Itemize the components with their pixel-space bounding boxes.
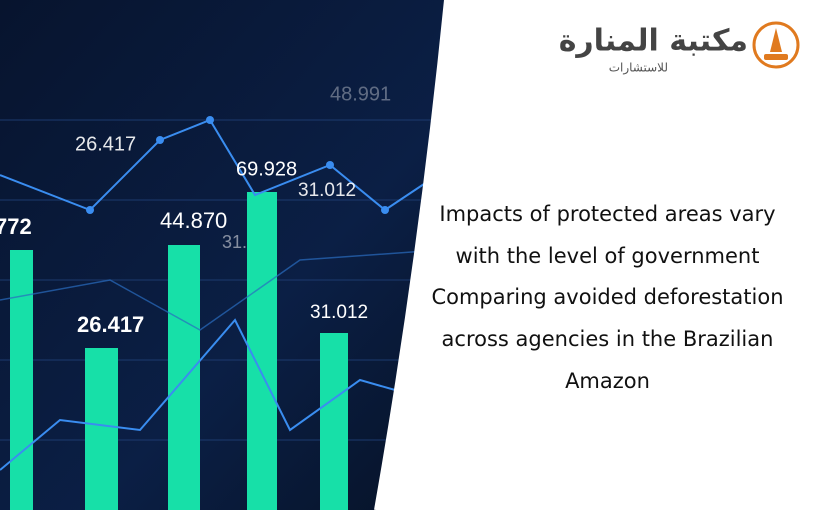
photo-label: 48.991 bbox=[330, 83, 391, 105]
photo-dots bbox=[86, 116, 389, 214]
logo-tagline: للاستشارات bbox=[609, 61, 668, 76]
photo-label: 44.870 bbox=[160, 208, 227, 233]
photo-label: 26.417 bbox=[75, 133, 136, 155]
photo-line bbox=[0, 318, 431, 471]
photo-line bbox=[0, 118, 431, 212]
photo-label: 69.928 bbox=[236, 158, 297, 180]
photo-label: 31.012 bbox=[298, 180, 356, 201]
heading-line: Comparing avoided deforestation bbox=[431, 285, 784, 310]
heading-line: across agencies in the Brazilian bbox=[441, 327, 774, 352]
logo-band bbox=[764, 54, 788, 60]
heading-line: Impacts of protected areas vary bbox=[439, 202, 776, 226]
photo-label: 26.417 bbox=[77, 312, 144, 337]
logo-name: مكتبة المنارة bbox=[559, 24, 748, 59]
panel-edge bbox=[374, 0, 448, 510]
photo-bars bbox=[10, 192, 348, 510]
photo-grid bbox=[0, 119, 446, 441]
photo-label: 31.012 bbox=[310, 302, 368, 323]
logo-lighthouse bbox=[770, 28, 782, 52]
heading: Impacts of protected areas vary with the … bbox=[390, 194, 825, 403]
heading-line: with the level of government bbox=[455, 243, 760, 268]
photo-line bbox=[0, 249, 441, 331]
heading-line: Amazon bbox=[565, 368, 650, 393]
photo-label: 772 bbox=[0, 214, 32, 239]
logo: مكتبة المنارة للاستشارات bbox=[559, 21, 800, 76]
photo-label: 31. bbox=[222, 232, 247, 252]
